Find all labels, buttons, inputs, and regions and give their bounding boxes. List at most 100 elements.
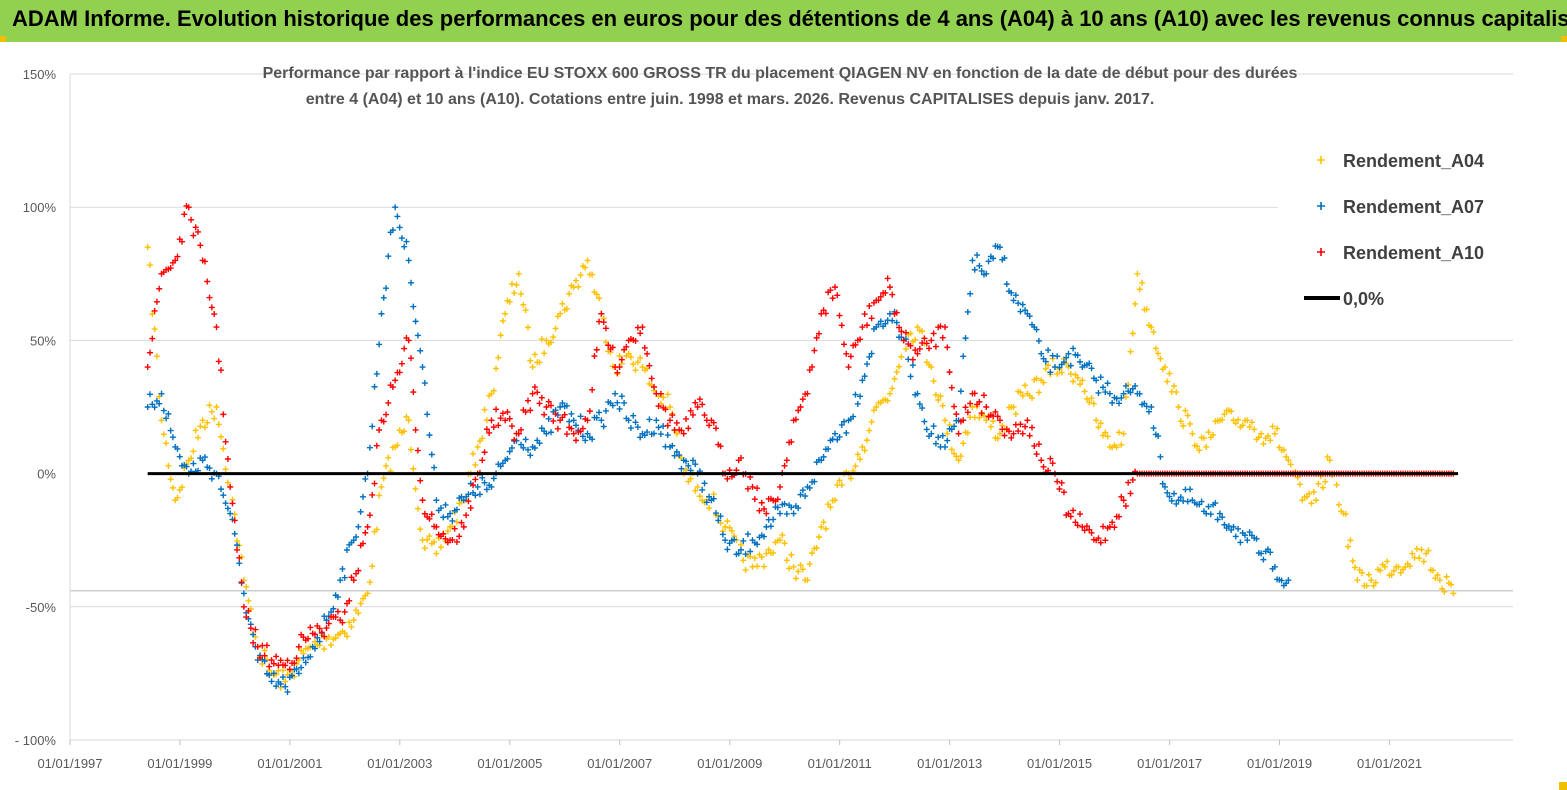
data-point [724, 475, 731, 482]
data-point [433, 523, 440, 530]
data-point [538, 394, 545, 401]
data-point [792, 416, 799, 423]
data-point [618, 356, 625, 363]
data-point [827, 504, 834, 511]
data-point [1102, 429, 1109, 436]
data-point [866, 427, 873, 434]
data-point [854, 451, 861, 458]
data-point [261, 657, 268, 664]
data-point [827, 287, 834, 294]
data-point [1042, 365, 1049, 372]
data-point [572, 437, 579, 444]
data-point [307, 624, 314, 631]
data-point [1070, 507, 1077, 514]
data-point [222, 500, 229, 507]
data-point [1040, 463, 1047, 470]
data-point [696, 396, 703, 403]
data-point [1049, 460, 1056, 467]
data-point [316, 638, 323, 645]
data-point [502, 310, 509, 317]
x-tick-label: 01/01/2009 [697, 756, 762, 771]
data-point [964, 429, 971, 436]
data-point [414, 505, 421, 512]
data-point [1397, 569, 1404, 576]
data-point [859, 324, 866, 331]
x-tick-label: 01/01/2007 [587, 756, 652, 771]
data-point [538, 336, 545, 343]
data-point [602, 325, 609, 332]
data-point [1381, 563, 1388, 570]
data-point [497, 332, 504, 339]
data-point [208, 475, 215, 482]
data-point [795, 568, 802, 575]
data-point [211, 311, 218, 318]
data-point [632, 419, 639, 426]
data-point [357, 600, 364, 607]
data-point [160, 407, 167, 414]
data-point [751, 555, 758, 562]
data-point [277, 681, 284, 688]
data-point [804, 390, 811, 397]
data-point [1132, 300, 1139, 307]
data-point [605, 342, 612, 349]
data-point [884, 397, 891, 404]
data-point [350, 617, 357, 624]
data-point [380, 294, 387, 301]
data-point [1054, 370, 1061, 377]
data-point [932, 343, 939, 350]
data-point [442, 535, 449, 542]
data-point [632, 337, 639, 344]
data-point [414, 447, 421, 454]
data-point [820, 519, 827, 526]
data-point [263, 642, 270, 649]
data-point [362, 475, 369, 482]
data-point [174, 253, 181, 260]
data-point [689, 411, 696, 418]
legend-label: Rendement_A04 [1343, 151, 1484, 171]
data-point [1235, 525, 1242, 532]
data-point [417, 477, 424, 484]
data-point [369, 491, 376, 498]
data-point [234, 546, 241, 553]
data-point [1033, 375, 1040, 382]
data-point [190, 448, 197, 455]
data-point [506, 448, 513, 455]
data-point [722, 537, 729, 544]
data-point [584, 430, 591, 437]
data-point [511, 290, 518, 297]
data-point [504, 408, 511, 415]
data-point [197, 242, 204, 249]
data-point [737, 546, 744, 553]
data-point [1019, 430, 1026, 437]
data-point [598, 417, 605, 424]
data-point [625, 350, 632, 357]
data-point [1125, 479, 1132, 486]
data-point [332, 635, 339, 642]
data-point [1349, 558, 1356, 565]
data-point [1258, 430, 1265, 437]
data-point [1388, 571, 1395, 578]
data-point [229, 500, 236, 507]
data-point [987, 423, 994, 430]
data-point [625, 417, 632, 424]
data-point [935, 434, 942, 441]
data-point [493, 365, 500, 372]
data-point [932, 391, 939, 398]
data-point [497, 415, 504, 422]
data-point [218, 367, 225, 374]
data-point [524, 324, 531, 331]
data-point [1237, 539, 1244, 546]
legend-marker [1317, 248, 1325, 256]
data-point [1077, 511, 1084, 518]
data-point [779, 531, 786, 538]
data-point [612, 390, 619, 397]
data-point [1303, 493, 1310, 500]
data-point [353, 570, 360, 577]
data-point [971, 390, 978, 397]
data-point [1067, 370, 1074, 377]
data-point [1159, 480, 1166, 487]
data-point [472, 476, 479, 483]
data-point [1008, 289, 1015, 296]
data-point [192, 427, 199, 434]
data-point [1448, 581, 1455, 588]
